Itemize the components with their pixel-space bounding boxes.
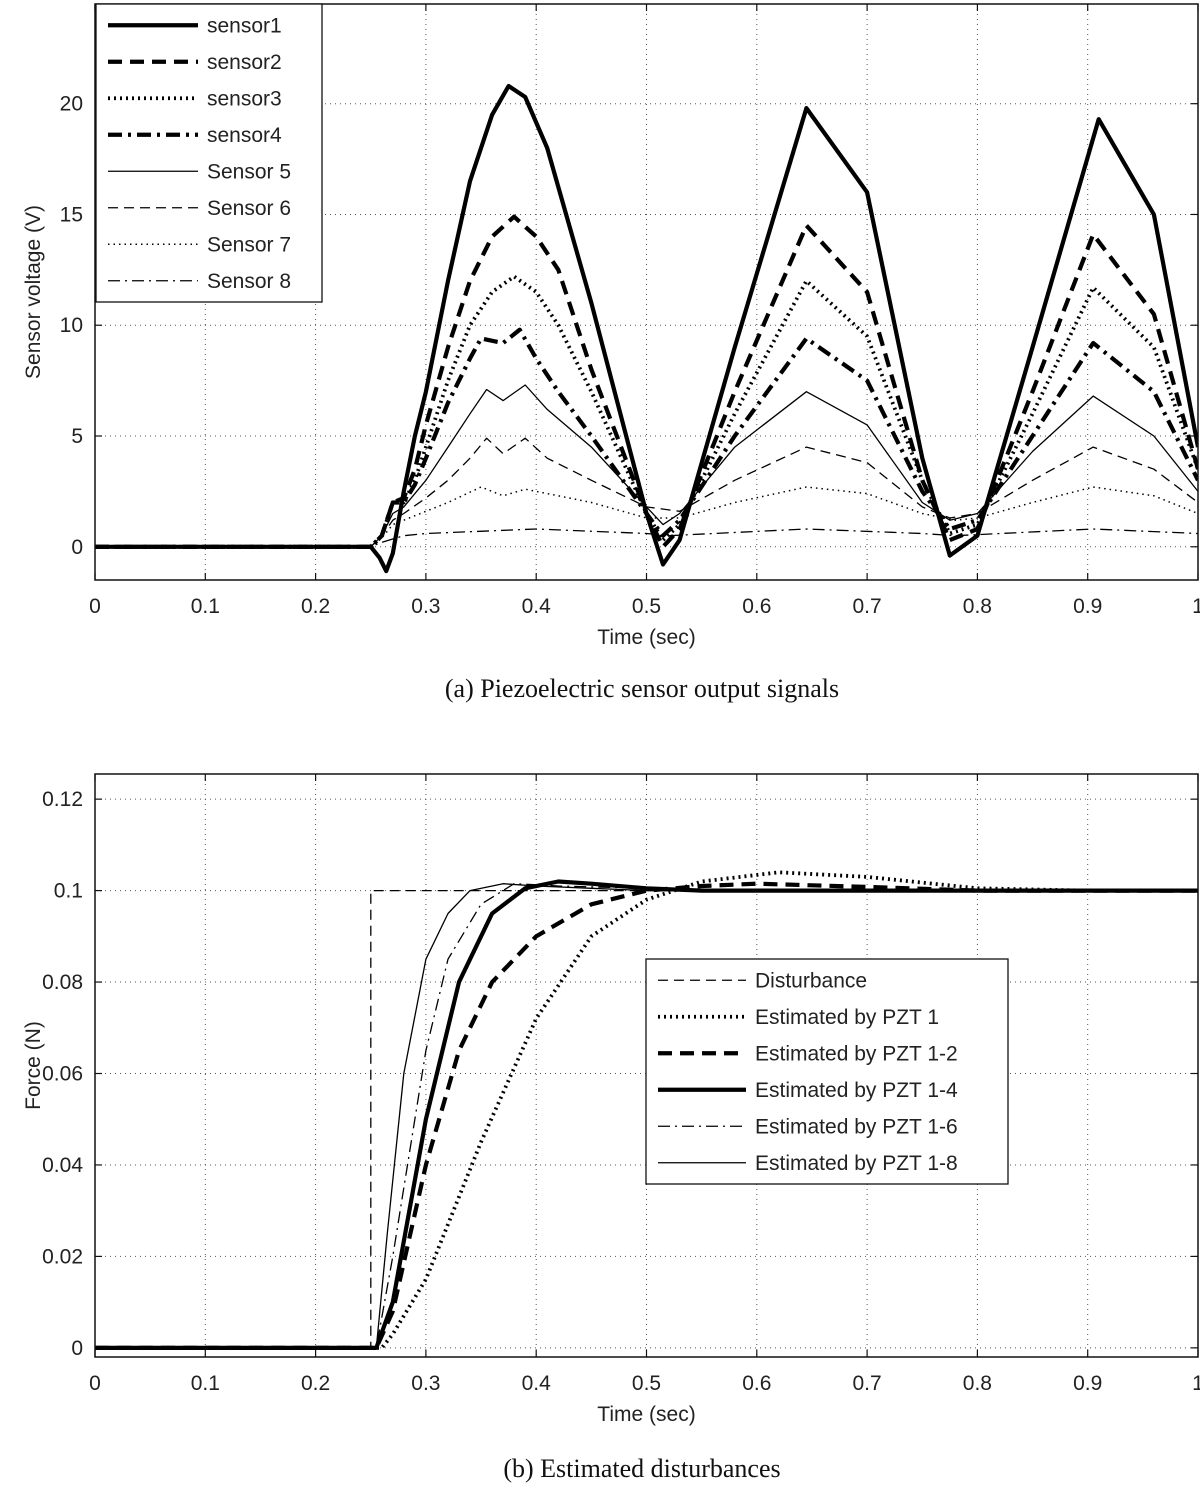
x-tick-label: 0.5 <box>632 595 661 618</box>
x-tick-label: 0.1 <box>191 1372 220 1395</box>
y-tick-label: 15 <box>60 203 83 226</box>
series-line-sensor1 <box>95 83 1198 574</box>
plot-frame <box>94 773 1199 1358</box>
legend-label: sensor2 <box>207 51 282 74</box>
series-line-sensor-5 <box>95 384 1198 548</box>
y-tick-label: 0.1 <box>54 880 83 903</box>
x-tick-label: 0.5 <box>632 1372 661 1395</box>
series-line-estimated-by-pzt-1-6 <box>95 883 1198 1349</box>
y-tick-label: 5 <box>71 425 83 448</box>
y-tick-label: 0.08 <box>42 971 83 994</box>
legend-label: Sensor 7 <box>207 233 291 256</box>
y-axis-label: Sensor voltage (V) <box>22 205 45 379</box>
x-tick-label: 0 <box>89 1372 101 1395</box>
x-tick-label: 0.7 <box>852 595 881 618</box>
y-tick-label: 0.02 <box>42 1245 83 1268</box>
x-tick-label: 1 <box>1192 595 1200 618</box>
series-line-sensor-8 <box>95 528 1198 548</box>
x-tick-label: 0.3 <box>411 595 440 618</box>
x-tick-label: 0.2 <box>301 1372 330 1395</box>
x-axis-label: Time (sec) <box>597 626 695 649</box>
legend-label: sensor3 <box>207 87 282 110</box>
series-line-sensor4 <box>95 327 1198 549</box>
legend: sensor1 sensor2 sensor3 sensor4 Sensor 5 Sens… <box>95 3 323 303</box>
y-tick-label: 0.06 <box>42 1063 83 1086</box>
x-tick-label: 0.8 <box>963 595 992 618</box>
x-tick-label: 0.7 <box>852 1372 881 1395</box>
x-tick-label: 0.9 <box>1073 595 1102 618</box>
legend: Disturbance Estimated by PZT 1 Estimated b… <box>645 958 1009 1185</box>
plot-frame <box>94 3 1199 581</box>
y-tick-label: 0 <box>71 1337 83 1360</box>
y-axis-label: Force (N) <box>22 1021 45 1110</box>
x-tick-label: 1 <box>1192 1372 1200 1395</box>
legend-label: Estimated by PZT 1-6 <box>755 1115 958 1138</box>
x-tick-label: 0.4 <box>522 595 552 618</box>
x-tick-label: 0.6 <box>742 595 771 618</box>
x-tick-label: 0 <box>89 595 101 618</box>
legend-label: Disturbance <box>755 969 867 992</box>
y-tick-label: 10 <box>60 314 83 337</box>
series-line-estimated-by-pzt-1-8 <box>95 883 1198 1349</box>
legend-label: Estimated by PZT 1 <box>755 1006 939 1029</box>
legend-label: Estimated by PZT 1-2 <box>755 1042 958 1065</box>
series-line-sensor2 <box>95 214 1198 549</box>
legend-label: sensor4 <box>207 124 282 147</box>
x-tick-label: 0.3 <box>411 1372 440 1395</box>
series-line-sensor3 <box>95 274 1198 549</box>
x-tick-label: 0.4 <box>522 1372 552 1395</box>
legend-label: Estimated by PZT 1-4 <box>755 1079 958 1102</box>
x-tick-label: 0.8 <box>963 1372 992 1395</box>
legend-box <box>95 3 323 303</box>
x-tick-label: 0.6 <box>742 1372 771 1395</box>
y-tick-label: 0.12 <box>42 788 83 811</box>
series-line-sensor-6 <box>95 437 1198 548</box>
x-axis-label: Time (sec) <box>597 1403 695 1426</box>
series-group <box>95 870 1198 1351</box>
legend-box <box>645 958 1009 1185</box>
chart-a: 0 0.1 0.2 0.3 0.4 0.5 0.6 0.7 0.8 0.9 105101520Tim… <box>22 3 1200 703</box>
legend-label: sensor1 <box>207 14 282 37</box>
chart-b: 0 0.1 0.2 0.3 0.4 0.5 0.6 0.7 0.8 0.9 1 0 0.02 0.04 0.… <box>22 773 1200 1483</box>
y-tick-label: 20 <box>60 93 83 116</box>
series-group <box>95 83 1198 574</box>
legend-label: Sensor 8 <box>207 270 291 293</box>
x-tick-label: 0.2 <box>301 595 330 618</box>
figure-caption: (b) Estimated disturbances <box>503 1454 780 1483</box>
x-tick-label: 0.1 <box>191 595 220 618</box>
x-tick-label: 0.9 <box>1073 1372 1102 1395</box>
legend-label: Estimated by PZT 1-8 <box>755 1152 958 1175</box>
figure-caption: (a) Piezoelectric sensor output signals <box>445 674 839 703</box>
y-tick-label: 0.04 <box>42 1154 83 1177</box>
legend-label: Sensor 6 <box>207 197 291 220</box>
y-tick-label: 0 <box>71 536 83 559</box>
legend-label: Sensor 5 <box>207 160 291 183</box>
